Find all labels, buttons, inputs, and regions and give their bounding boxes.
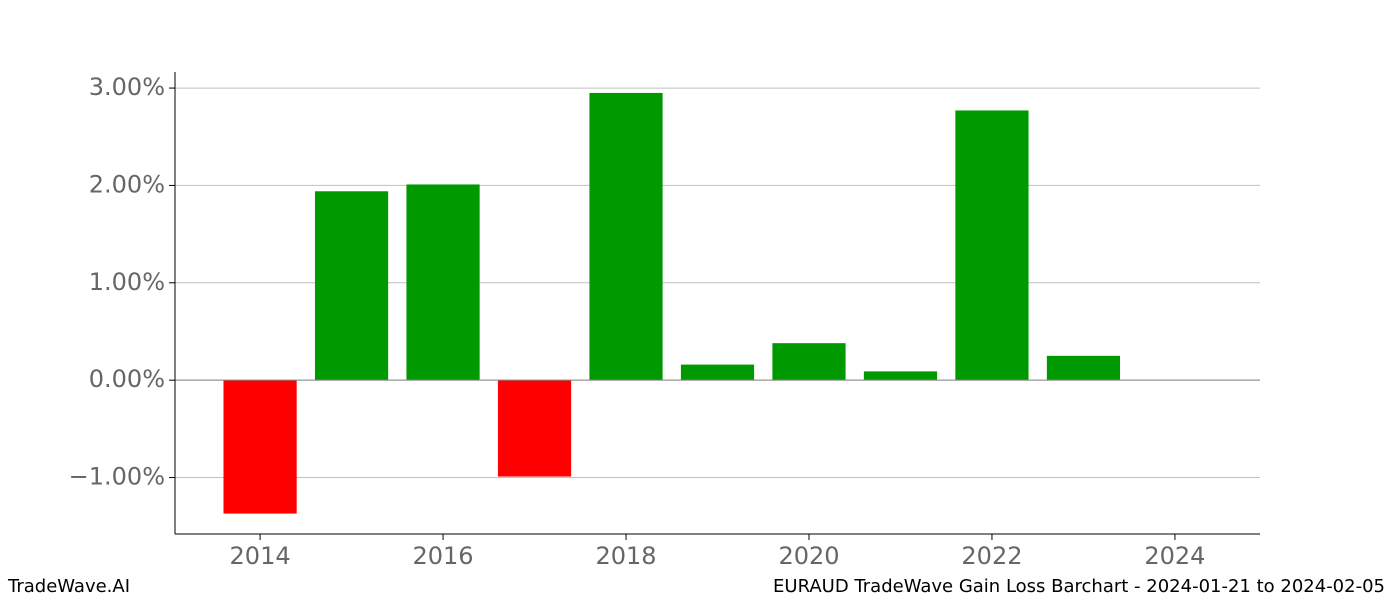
bar bbox=[314, 191, 389, 381]
bar bbox=[955, 110, 1029, 381]
bar bbox=[497, 380, 572, 477]
y-tick-label: 0.00% bbox=[89, 365, 165, 393]
footer-brand: TradeWave.AI bbox=[7, 576, 130, 597]
bar bbox=[589, 92, 663, 381]
x-tick-label: 2024 bbox=[1144, 542, 1205, 570]
x-tick-label: 2016 bbox=[413, 542, 474, 570]
bar bbox=[223, 380, 297, 514]
x-tick-label: 2022 bbox=[961, 542, 1022, 570]
x-tick-label: 2018 bbox=[595, 542, 656, 570]
y-tick-label: −1.00% bbox=[69, 463, 165, 491]
y-tick-label: 2.00% bbox=[89, 170, 165, 198]
bar bbox=[1046, 355, 1121, 381]
bar bbox=[863, 371, 938, 381]
x-tick-label: 2014 bbox=[230, 542, 291, 570]
x-tick-label: 2020 bbox=[778, 542, 839, 570]
bar bbox=[406, 184, 480, 381]
footer-title: EURAUD TradeWave Gain Loss Barchart - 20… bbox=[773, 576, 1385, 597]
bar bbox=[680, 364, 755, 381]
bar bbox=[772, 343, 846, 381]
y-tick-label: 1.00% bbox=[89, 268, 165, 296]
y-tick-label: 3.00% bbox=[89, 73, 165, 101]
